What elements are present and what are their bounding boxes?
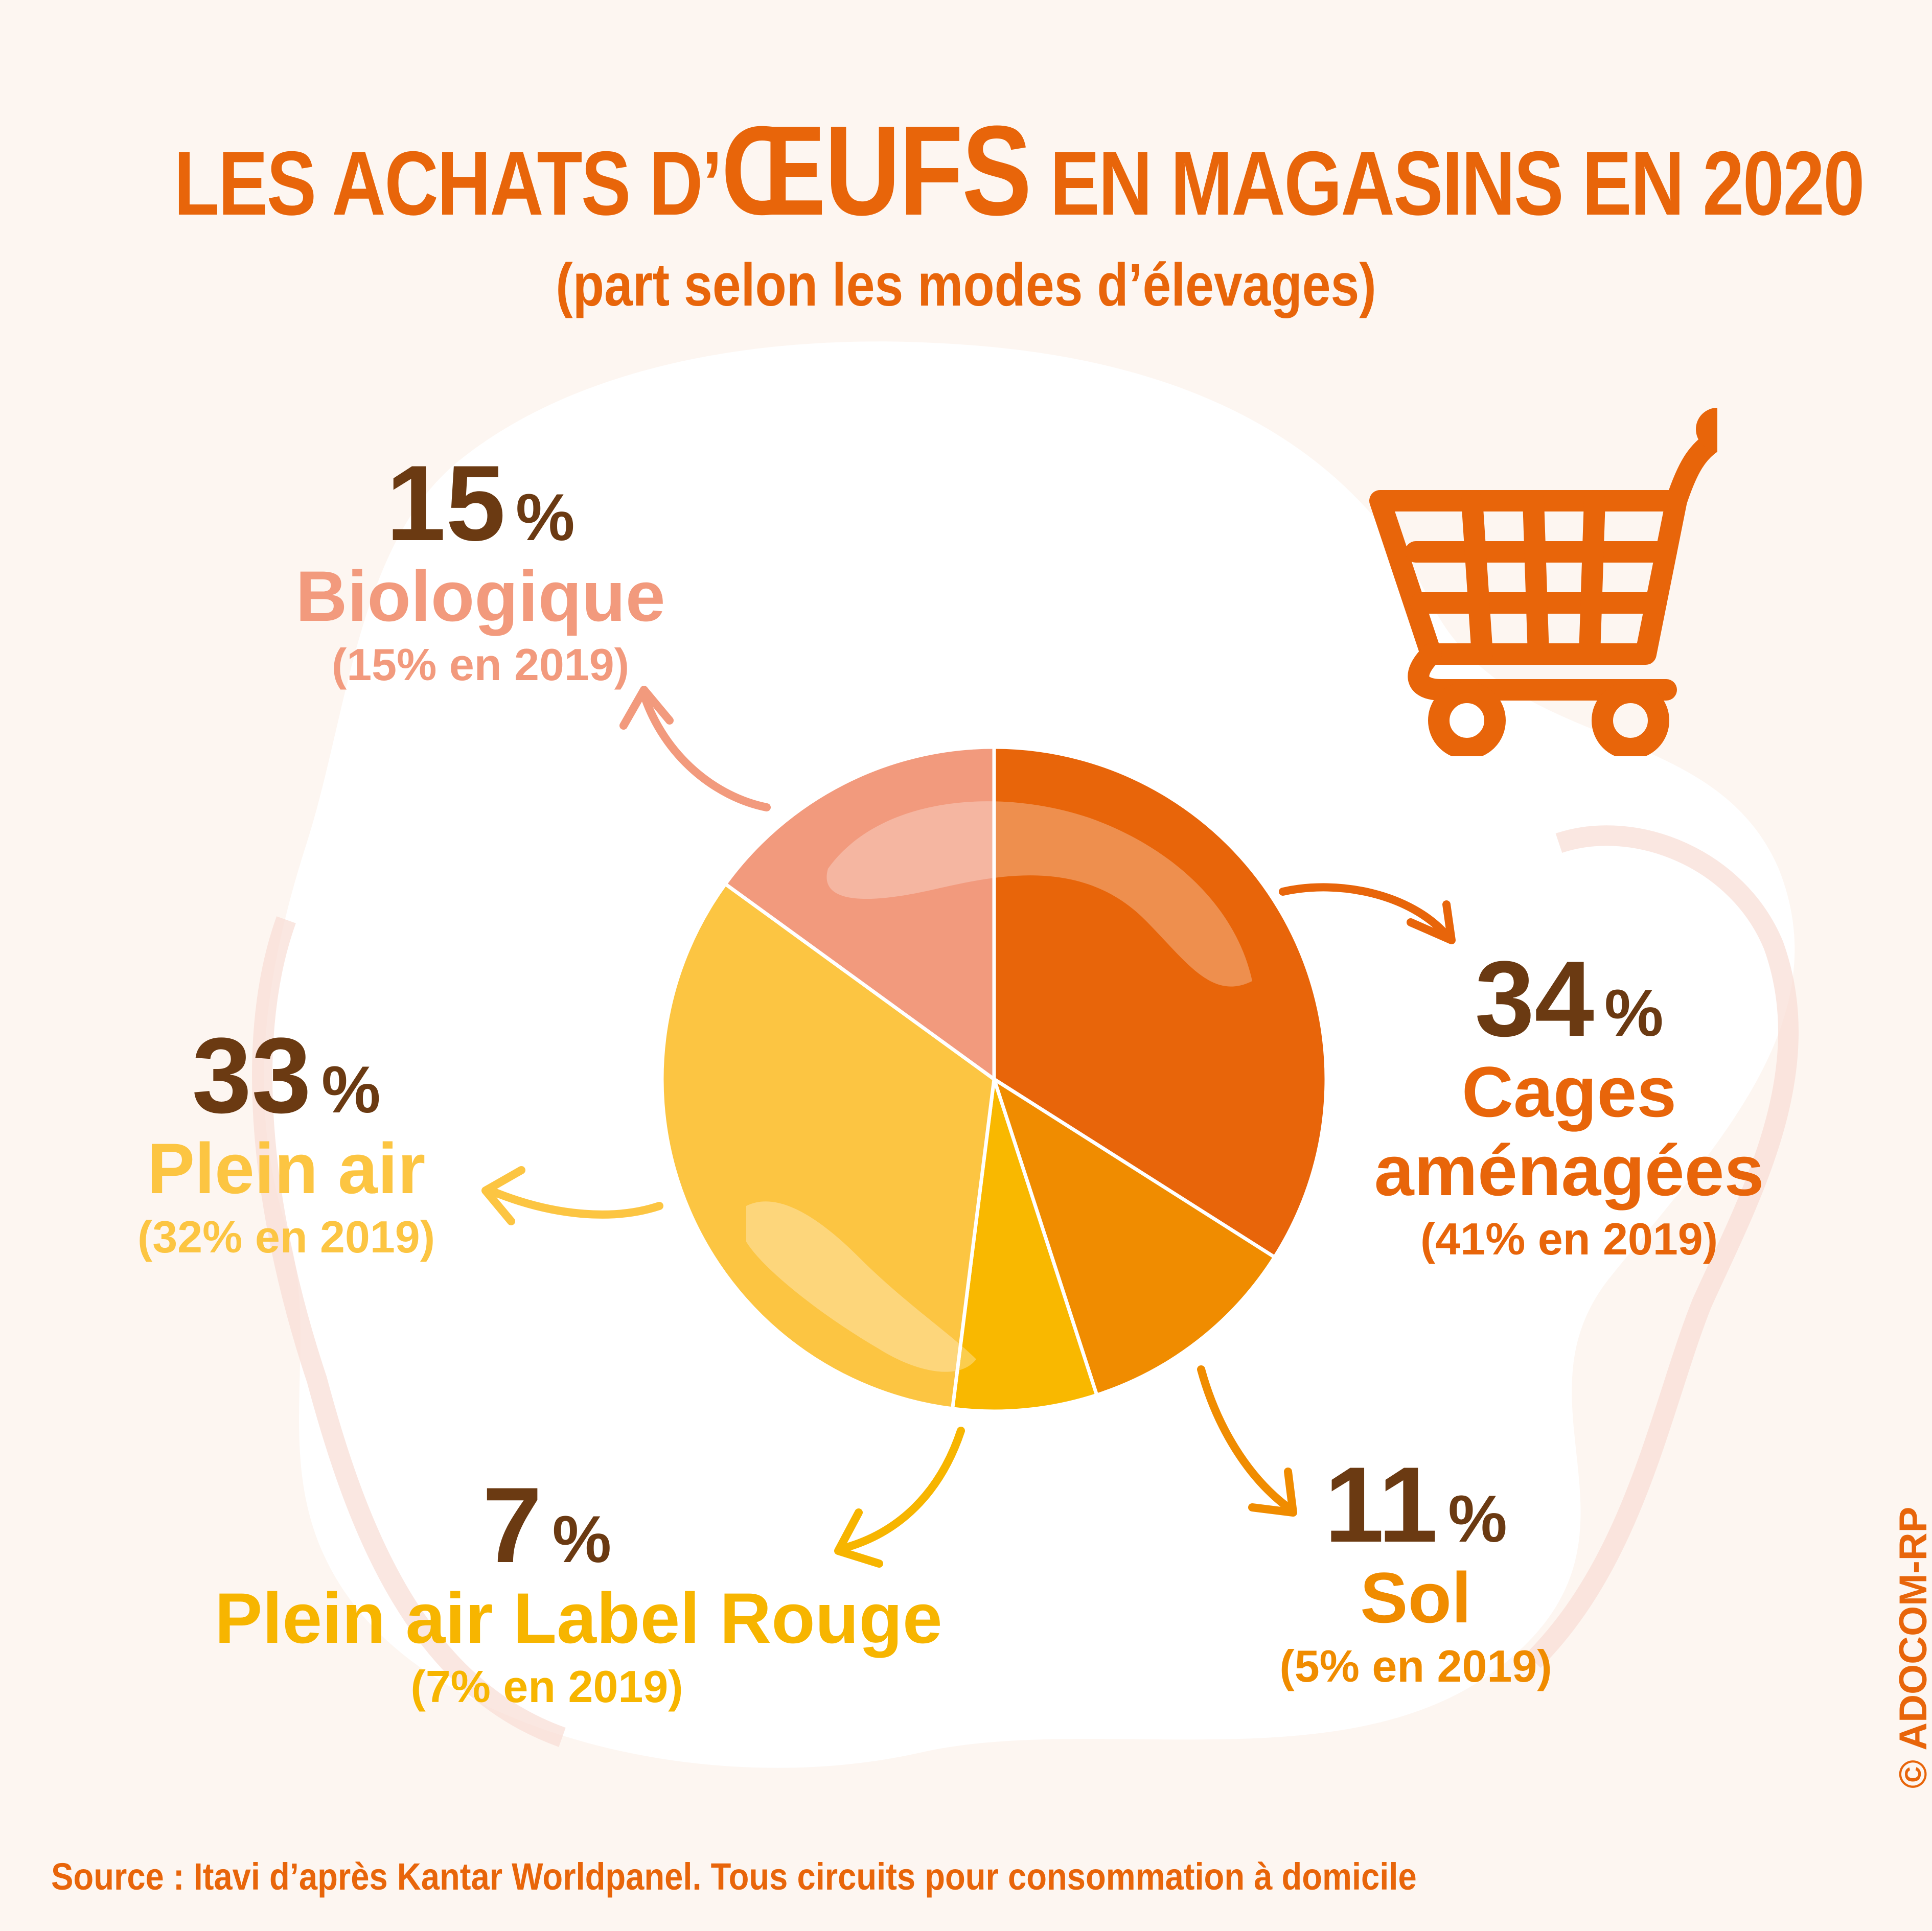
previous-year: (5% en 2019) [1279,1641,1552,1691]
previous-year: (32% en 2019) [137,1212,435,1262]
previous-year: (15% en 2019) [331,639,630,690]
pct-sign: % [321,1052,381,1127]
previous-year: (41% en 2019) [1420,1214,1718,1264]
arrow-label-rouge [834,1427,965,1568]
pie-slice-sol [991,1075,1277,1398]
pie-slice-plein-air-label-rouge [950,1078,1099,1413]
pct-value: 7 [482,1465,542,1585]
label-biologique: 15% Biologique (15% en 2019) [276,450,685,694]
pie-slice-cages-am-nag-es [992,745,1328,1260]
arrow-biologique [619,686,771,811]
pct-sign: % [1604,975,1664,1050]
shopping-cart-icon [1369,408,1717,756]
pct-value: 15 [386,443,505,563]
pct-sign: % [552,1502,612,1576]
pie-highlights [746,801,1252,1372]
previous-year: (7% en 2019) [410,1661,683,1712]
page-subtitle: (part selon les modes d’élevages) [556,251,1376,319]
source-note: Source : Itavi d’après Kantar Worldpanel… [51,1855,1417,1898]
slice-name: Plein air Label Rouge [215,1578,942,1658]
slice-name: Sol [1360,1557,1471,1638]
arrow-plein-air [481,1166,663,1225]
pct-value: 33 [192,1015,311,1135]
arrow-sol [1197,1365,1297,1517]
arrow-cages [1279,883,1456,944]
copyright: © ADOCOM-RP [1892,1506,1932,1788]
pct-value: 34 [1475,939,1594,1059]
page-title: LES ACHATS D’ŒUFS EN MAGASINS EN 2020 [174,97,1865,244]
title-suffix: EN MAGASINS EN 2020 [1030,132,1865,234]
label-sol: 11% Sol (5% en 2019) [1237,1451,1595,1695]
pct-sign: % [516,480,575,554]
pct-value: 11 [1324,1445,1438,1565]
slice-name: Cages aménagées [1374,1052,1764,1211]
slice-name: Biologique [295,556,665,636]
pie-slice-plein-air [660,881,996,1411]
title-prefix: LES ACHATS D’ [174,132,722,234]
label-plein-air-label-rouge: 7% Plein air Label Rouge (7% en 2019) [215,1472,942,1716]
pct-sign: % [1448,1481,1507,1556]
title-emphasis: ŒUFS [721,99,1032,242]
label-plein-air: 33% Plein air (32% en 2019) [82,1022,491,1266]
pie-slice-biologique [723,745,996,1083]
slice-name: Plein air [147,1128,426,1208]
label-cages: 34% Cages aménagées (41% en 2019) [1339,945,1799,1268]
